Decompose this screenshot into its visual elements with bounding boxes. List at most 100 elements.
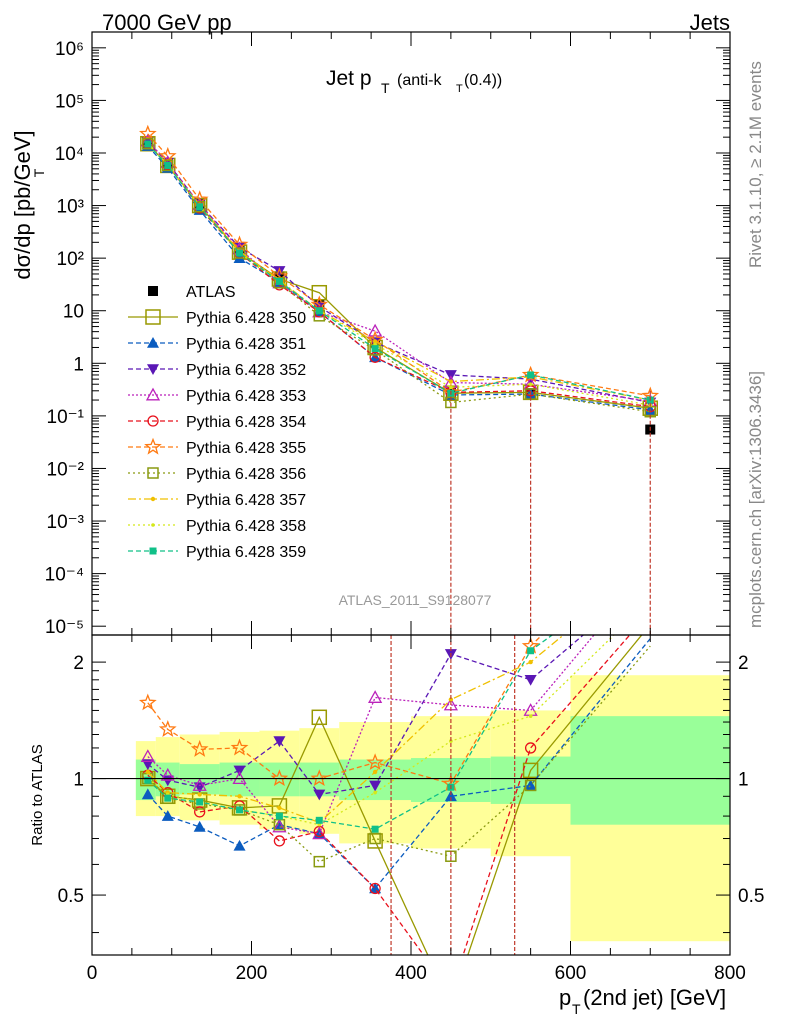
- legend-marker: [148, 286, 158, 296]
- main-plot-series: [138, 124, 660, 635]
- ratio-point: [233, 839, 246, 851]
- legend: ATLAS Pythia 6.428 350 Pythia 6.428 351 Pyt…: [128, 284, 306, 561]
- data-point: [368, 323, 383, 337]
- legend-entry: Pythia 6.428 354: [128, 414, 306, 431]
- data-point: [162, 159, 174, 172]
- data-point: [138, 124, 157, 142]
- ratio-x-tick-label: 400: [395, 963, 427, 984]
- data-point: [273, 266, 286, 277]
- ratio-point: [233, 804, 246, 816]
- y-tick-label: 10⁴: [55, 144, 84, 165]
- legend-entry: Pythia 6.428 350: [128, 309, 306, 327]
- header-energy-label: 7000 GeV pp: [102, 10, 232, 35]
- y-tick-label: 10⁻⁴: [45, 565, 84, 586]
- ratio-point: [528, 714, 533, 718]
- ratio-point: [369, 832, 381, 845]
- ratio-point: [230, 738, 249, 756]
- ratio-point: [371, 825, 379, 833]
- ratio-point: [270, 769, 289, 787]
- ratio-point: [140, 749, 155, 763]
- legend-entry: Pythia 6.428 356: [128, 466, 306, 483]
- x-axis-title: p T (2nd jet) [GeV]: [559, 985, 726, 1017]
- ratio-point: [311, 709, 328, 726]
- ratio-point: [444, 998, 458, 1012]
- ratio-point: [313, 855, 326, 868]
- chart-title-rest-end: (0.4)): [464, 72, 502, 89]
- ratio-point: [524, 779, 537, 791]
- data-point: [372, 339, 378, 344]
- data-point: [311, 284, 328, 301]
- ratio-point: [446, 987, 456, 997]
- legend-label: Pythia 6.428 353: [186, 388, 306, 405]
- series-pythia-355: [138, 124, 660, 404]
- legend-marker: [150, 496, 156, 502]
- ratio-point: [366, 753, 384, 771]
- chart-title-rest-sub: T: [456, 83, 463, 95]
- main-x-ticks: [91, 32, 731, 635]
- ratio-point: [141, 788, 154, 800]
- legend-marker: [144, 437, 162, 455]
- data-point: [233, 247, 246, 259]
- y-tick-label: 10⁻³: [47, 512, 85, 533]
- ratio-point: [524, 779, 537, 792]
- ratio-point: [528, 659, 533, 665]
- ratio-point: [145, 769, 151, 775]
- y-tick-label: 10⁵: [55, 91, 84, 112]
- ratio-point: [233, 765, 246, 777]
- legend-label: ATLAS: [186, 284, 236, 301]
- legend-marker: [147, 415, 159, 427]
- legend-entry: Pythia 6.428 351: [128, 336, 306, 353]
- data-point: [528, 382, 533, 387]
- ratio-point: [196, 798, 204, 806]
- data-point: [142, 137, 154, 150]
- ratio-point: [368, 690, 383, 703]
- ratio-y-tick-label: 2: [73, 653, 84, 674]
- main-y-axis: 10⁻⁵ 10⁻⁴ 10⁻³ 10⁻² 10⁻¹ 1 10 10² 10³ 10⁴ 10⁵ 10⁶: [45, 31, 730, 638]
- data-point: [273, 277, 286, 289]
- ratio-point: [144, 776, 152, 784]
- data-point: [164, 161, 172, 169]
- y-tick-label: 10⁶: [55, 39, 84, 60]
- ratio-line: [147, 635, 565, 824]
- ratio-x-tick-label: 600: [555, 963, 587, 984]
- ratio-x-axis: 0 200 400 600 800: [87, 635, 746, 984]
- y-axis-title-text: dσ/dp [pb/GeV]: [10, 130, 35, 279]
- data-point: [369, 351, 381, 363]
- legend-label: Pythia 6.428 355: [186, 440, 306, 457]
- ratio-point: [193, 820, 206, 832]
- ratio-line: [147, 638, 651, 890]
- ratio-point: [190, 739, 209, 757]
- legend-entry: Pythia 6.428 357: [128, 492, 306, 509]
- x-axis-title-rest: (2nd jet) [GeV]: [583, 985, 726, 1010]
- ratio-x-tick-label: 200: [236, 963, 268, 984]
- legend-label: Pythia 6.428 351: [186, 336, 306, 353]
- ratio-point: [275, 812, 283, 820]
- ratio-point: [273, 835, 286, 847]
- ratio-line: [147, 635, 615, 826]
- series-line: [147, 143, 651, 401]
- header-jets-label: Jets: [689, 10, 730, 35]
- analysis-watermark: ATLAS_2011_S9128077: [339, 592, 492, 608]
- ratio-y-axis-title: Ratio to ATLAS: [29, 744, 46, 845]
- y-tick-label: 10⁻⁵: [45, 617, 84, 638]
- ratio-point: [315, 816, 323, 824]
- ratio-x-tick-label: 0: [87, 963, 98, 984]
- ratio-point: [312, 826, 327, 840]
- y-tick-label: 10⁻²: [47, 459, 85, 480]
- y-tick-label: 10⁻¹: [47, 407, 85, 428]
- data-point: [275, 277, 283, 285]
- ratio-point: [369, 882, 382, 894]
- data-point: [144, 140, 152, 148]
- legend-marker: [147, 337, 159, 348]
- legend-marker: [145, 309, 161, 325]
- chart-title: Jet p T (anti-k T (0.4)): [326, 67, 502, 96]
- data-point: [196, 203, 204, 211]
- legend-label: Pythia 6.428 359: [186, 544, 306, 561]
- legend-label: Pythia 6.428 357: [186, 492, 306, 509]
- ratio-point: [192, 778, 207, 791]
- series-line: [147, 145, 651, 411]
- data-point: [315, 307, 323, 315]
- y-tick-label: 10³: [57, 197, 84, 218]
- ratio-series-pythia-352: [141, 635, 585, 801]
- ratio-point: [373, 790, 377, 795]
